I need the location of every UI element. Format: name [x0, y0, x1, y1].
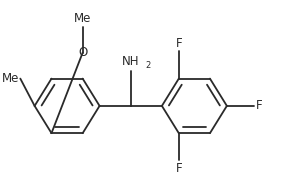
Text: Me: Me [2, 72, 19, 85]
Text: NH: NH [122, 55, 140, 68]
Text: F: F [176, 37, 182, 50]
Text: Me: Me [74, 12, 91, 25]
Text: O: O [78, 46, 87, 59]
Text: 2: 2 [145, 61, 150, 70]
Text: F: F [255, 99, 262, 112]
Text: F: F [176, 162, 182, 175]
